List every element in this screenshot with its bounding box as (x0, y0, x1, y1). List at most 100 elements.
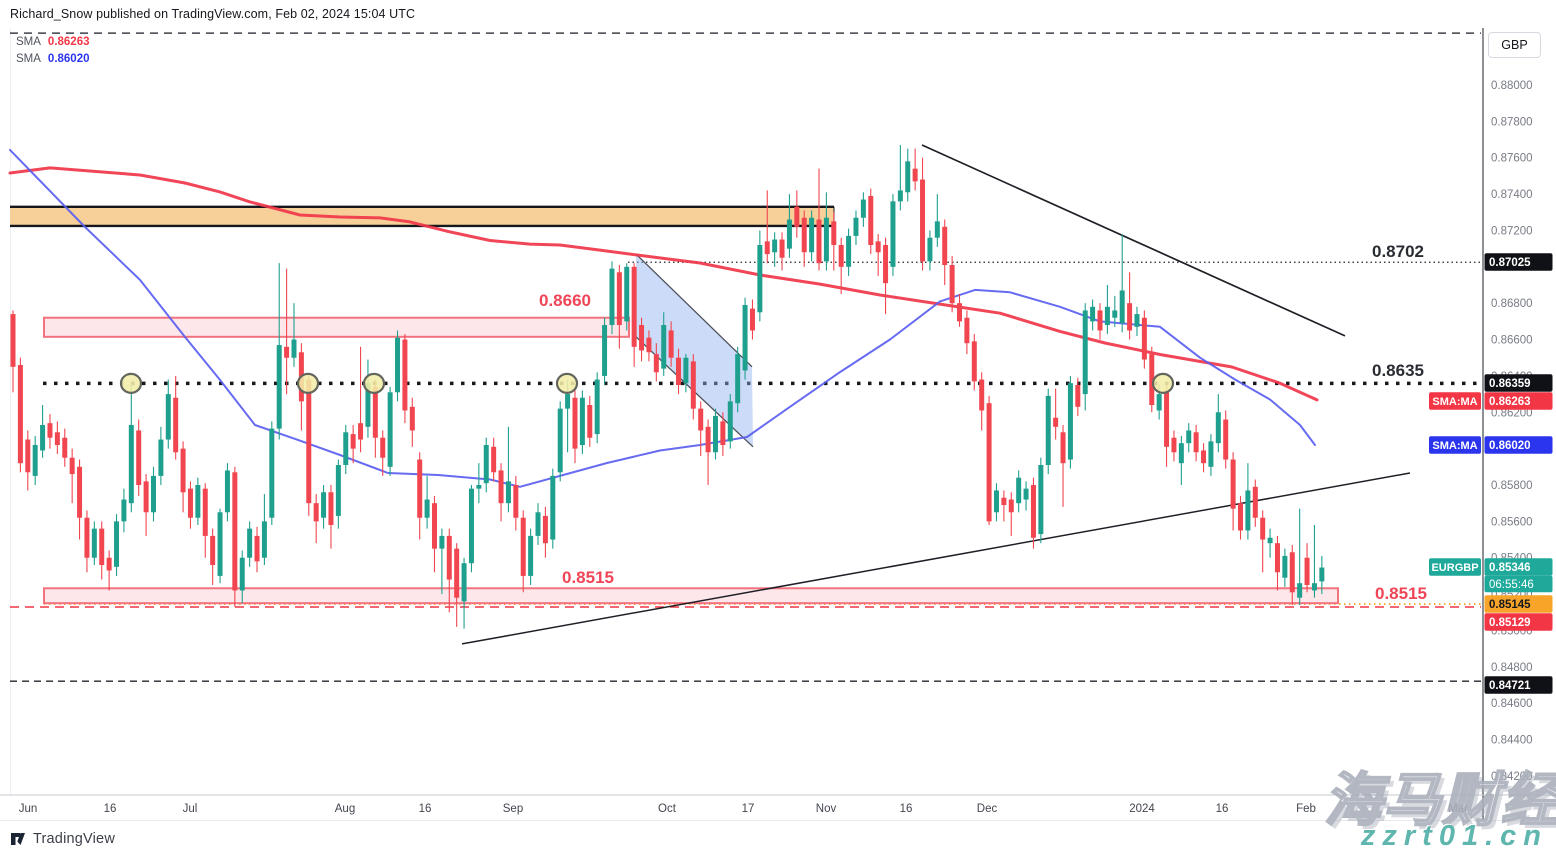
legend-value: 0.86020 (47, 53, 90, 65)
candle-body (261, 521, 267, 558)
candle-body (964, 317, 970, 344)
price-axis[interactable]: 0.88000 0.87800 0.87600 0.87400 0.87200 0.868… (1429, 28, 1553, 820)
candle-body (1201, 450, 1207, 464)
candle-body (1112, 310, 1118, 318)
candle-body (387, 392, 393, 467)
candle-body (1164, 390, 1170, 447)
candle-body (1008, 499, 1014, 513)
ascending-trendline (461, 472, 1411, 645)
candle-body (764, 241, 770, 255)
price-tick-label: 0.85800 (1491, 480, 1533, 492)
candle-body (883, 245, 889, 284)
time-tick-label: 16 (900, 803, 913, 815)
candle-body (942, 226, 948, 265)
candle-body (1230, 459, 1236, 509)
candle-body (461, 563, 467, 602)
candle-body (380, 437, 386, 458)
candle-body (1260, 517, 1266, 540)
candle-body (1104, 306, 1110, 325)
candle-body (698, 408, 704, 431)
price-axis-badge-0.85346: 0.85346 06:55:46 EURGBP (1429, 558, 1553, 593)
candle-body (121, 499, 127, 522)
svg-text:0.86359: 0.86359 (1489, 378, 1531, 390)
candle-body (646, 337, 652, 353)
candle-body (498, 470, 504, 504)
candle-body (1134, 314, 1140, 327)
time-tick-label: Feb (1296, 803, 1316, 815)
candle-body (853, 217, 859, 236)
svg-text:0.87025: 0.87025 (1489, 257, 1531, 269)
candle-body (1001, 497, 1007, 505)
legend-label: SMA (16, 53, 41, 65)
candle-body (957, 303, 963, 322)
candle-body (639, 325, 645, 351)
candle-body (579, 397, 585, 445)
candle-body (25, 439, 31, 473)
candle-body (1141, 317, 1147, 360)
candle-body (535, 512, 541, 536)
level-annotation-text: 0.8635 (1372, 361, 1424, 380)
candle-body (313, 503, 319, 522)
tradingview-logo-text: TradingView (33, 830, 115, 847)
price-axis-badge-0.87025: 0.87025 (1484, 253, 1553, 271)
candle-body (17, 365, 23, 464)
level-touch-markers (555, 372, 579, 394)
candle-body (195, 485, 201, 518)
candle-body (1097, 310, 1103, 331)
candle-body (47, 423, 53, 438)
candle-body (742, 305, 748, 371)
svg-text:0.85129: 0.85129 (1489, 617, 1531, 629)
svg-text:SMA:MA: SMA:MA (1432, 396, 1477, 408)
candle-body (1053, 417, 1059, 427)
candle-body (106, 557, 112, 571)
candle-body (173, 397, 179, 453)
candle-body (150, 475, 156, 513)
candle-body (84, 517, 90, 558)
candle-body (609, 268, 615, 325)
candle-body (1282, 555, 1288, 578)
candle-body (823, 217, 829, 262)
price-tick-label: 0.86600 (1491, 335, 1533, 347)
time-tick-label: Dec (977, 803, 998, 815)
resistance-zone-0.8660 (43, 316, 630, 338)
candle-body (306, 379, 312, 504)
svg-text:0.85346: 0.85346 (1489, 562, 1531, 574)
watermark-cn-text: 海马财经 (1323, 767, 1556, 834)
candle-body (232, 472, 238, 591)
currency-axis-button[interactable]: GBP (1488, 32, 1541, 58)
time-axis[interactable]: Jun 16 Jul Aug 16 Sep Oct 17 Nov 16 Dec 2024 16 Feb Ma… (0, 794, 1556, 821)
descending-trendline (921, 144, 1346, 337)
candle-body (1045, 395, 1051, 465)
candle-body (10, 314, 16, 367)
price-axis-badge-0.85129: 0.85129 (1484, 613, 1553, 631)
candle-body (1171, 437, 1177, 453)
candle-body (971, 341, 977, 382)
price-tick-label: 0.87400 (1491, 189, 1533, 201)
candle-body (1297, 583, 1303, 598)
candle-body (1119, 290, 1125, 324)
SMA-red-line (8, 166, 1319, 402)
candle-body (653, 354, 659, 373)
candle-body (1127, 303, 1133, 331)
candle-body (727, 401, 733, 442)
candle-body (720, 421, 726, 445)
candle-body (128, 425, 134, 504)
candle-body (513, 485, 519, 518)
price-tick-label: 0.84400 (1491, 735, 1533, 747)
candle-body (668, 330, 674, 358)
candle-body (365, 383, 371, 427)
level-annotation-text: 0.8515 (1375, 584, 1427, 603)
candle-body (1215, 412, 1221, 444)
candle-body (1208, 441, 1214, 467)
candle-body (158, 439, 164, 476)
candle-body (321, 492, 327, 518)
candle-body (786, 219, 792, 249)
candle-body (335, 465, 341, 516)
candle-body (587, 405, 593, 438)
candle-body (550, 475, 556, 540)
candle-body (1038, 465, 1044, 535)
indicator-legend: SMA 0.86263 SMA 0.86020 (16, 34, 90, 68)
SMA-blue-line (9, 148, 1316, 488)
publish-attribution: Richard_Snow published on TradingView.co… (10, 7, 416, 21)
